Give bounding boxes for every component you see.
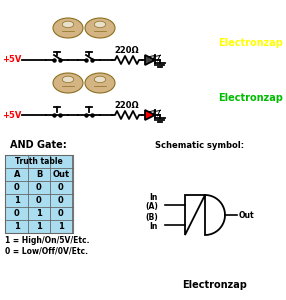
Text: +5V: +5V <box>2 56 21 64</box>
Text: Schematic symbol:: Schematic symbol: <box>155 141 244 150</box>
Text: (B): (B) <box>145 213 158 222</box>
Polygon shape <box>145 55 155 65</box>
Text: 0: 0 <box>14 183 20 192</box>
Polygon shape <box>145 110 155 120</box>
Ellipse shape <box>62 76 74 83</box>
Ellipse shape <box>85 18 115 38</box>
Text: In: In <box>150 222 158 231</box>
Ellipse shape <box>85 73 115 93</box>
Text: Electronzap: Electronzap <box>182 280 247 290</box>
Text: Out: Out <box>52 170 69 179</box>
Text: 0: 0 <box>58 183 64 192</box>
Text: 1: 1 <box>14 222 20 231</box>
Text: 1: 1 <box>36 222 42 231</box>
Text: Electronzap: Electronzap <box>218 38 283 48</box>
Text: 1: 1 <box>58 222 64 231</box>
Text: 0: 0 <box>36 183 42 192</box>
Text: 0: 0 <box>14 209 20 218</box>
Text: 1 = High/On/5V/Etc.: 1 = High/On/5V/Etc. <box>5 236 90 245</box>
Text: 220Ω: 220Ω <box>115 46 139 55</box>
Text: 1: 1 <box>36 209 42 218</box>
Ellipse shape <box>94 21 106 28</box>
Text: Truth table: Truth table <box>15 157 63 166</box>
Text: 0: 0 <box>36 196 42 205</box>
Text: A: A <box>14 170 20 179</box>
Ellipse shape <box>94 76 106 83</box>
Text: +5V: +5V <box>2 110 21 119</box>
Ellipse shape <box>53 18 83 38</box>
Text: Out: Out <box>239 211 255 220</box>
Bar <box>5 155 73 233</box>
Polygon shape <box>185 195 225 235</box>
Text: 1: 1 <box>14 196 20 205</box>
Text: 220Ω: 220Ω <box>115 101 139 110</box>
Text: 0: 0 <box>58 209 64 218</box>
Ellipse shape <box>53 73 83 93</box>
Text: In: In <box>150 193 158 202</box>
Text: AND Gate:: AND Gate: <box>10 140 67 150</box>
Text: B: B <box>36 170 42 179</box>
Text: 0 = Low/Off/0V/Etc.: 0 = Low/Off/0V/Etc. <box>5 246 88 255</box>
Ellipse shape <box>62 21 74 28</box>
Text: 0: 0 <box>58 196 64 205</box>
Text: (A): (A) <box>145 202 158 211</box>
Text: Electronzap: Electronzap <box>218 93 283 103</box>
